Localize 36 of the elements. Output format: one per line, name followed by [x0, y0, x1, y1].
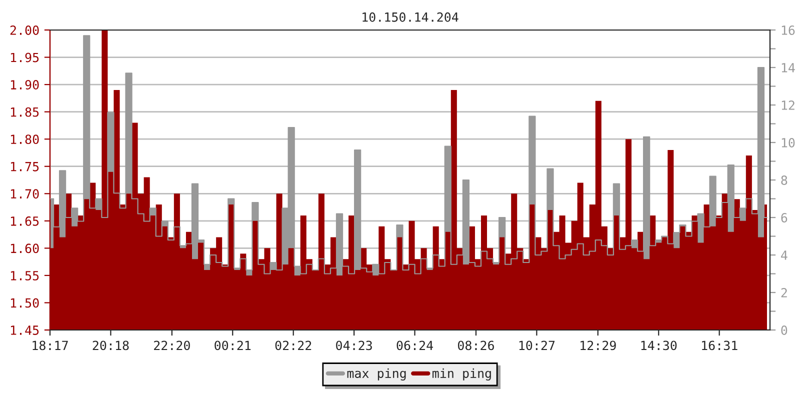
y-tick-label: 1.60: [10, 244, 39, 254]
y-tick-label: 1.55: [10, 271, 39, 280]
y2-tick-label: 16: [782, 26, 795, 35]
x-tick-label: 18:17: [32, 340, 68, 350]
y-tick-label: 1.75: [10, 162, 39, 172]
y-tick-label: 1.50: [10, 298, 39, 308]
y2-tick-label: 0: [781, 326, 788, 335]
x-tick-label: 20:18: [92, 340, 129, 350]
y2-tick-label: 12: [782, 100, 794, 110]
y2-tick-label: 8: [781, 176, 788, 185]
x-tick-label: 14:30: [641, 340, 677, 350]
y-tick-label: 1.80: [10, 134, 39, 144]
x-tick-label: 04:23: [336, 340, 372, 350]
y-tick-label: 1.45: [10, 326, 39, 335]
x-tick-label: 22:20: [154, 340, 190, 350]
y2-tick-label: 10: [782, 138, 795, 148]
x-tick-label: 06:24: [396, 340, 433, 350]
y-tick-label: 1.70: [10, 189, 39, 199]
x-tick-label: 02:22: [275, 340, 312, 350]
y2-tick-label: 14: [782, 63, 795, 72]
y-tick-label: 1.85: [10, 107, 39, 117]
legend-label: max ping: [347, 368, 406, 380]
x-tick-label: 10:27: [519, 340, 555, 350]
chart-title: 10.150.14.204: [362, 12, 458, 22]
legend-label: min ping: [432, 368, 491, 380]
y-tick-label: 2.00: [10, 26, 39, 35]
y-tick-label: 1.65: [10, 216, 39, 226]
x-tick-label: 12:29: [580, 340, 616, 350]
x-tick-label: 16:31: [702, 340, 738, 350]
y-tick-label: 1.95: [10, 52, 39, 62]
y2-tick-label: 6: [781, 213, 788, 222]
x-tick-label: 08:26: [458, 340, 494, 350]
y2-tick-label: 2: [781, 288, 787, 298]
x-tick-label: 00:21: [214, 340, 251, 350]
y-tick-label: 1.90: [10, 80, 39, 90]
y2-tick-label: 4: [781, 250, 788, 260]
